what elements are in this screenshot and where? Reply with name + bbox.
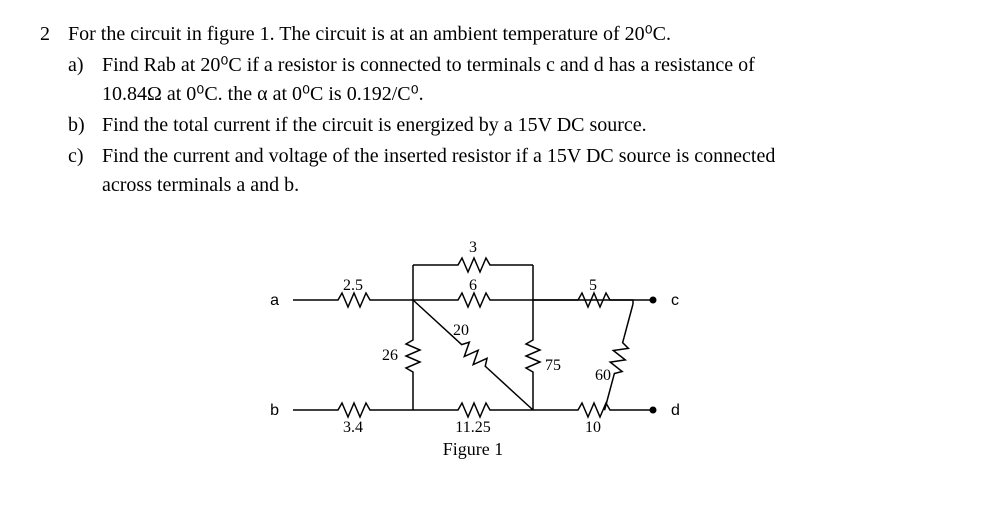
label-r-right-v: 60	[595, 367, 611, 384]
part-c-line2: across terminals a and b.	[102, 174, 299, 196]
label-r-d: 10	[585, 419, 601, 436]
terminal-a-label: a	[270, 292, 279, 309]
label-r-diag2: 75	[545, 357, 561, 374]
resistor-top	[453, 258, 493, 272]
resistor-diag1	[453, 336, 492, 373]
question-block: 2 For the circuit in figure 1. The circu…	[30, 20, 956, 200]
terminal-d-dot	[650, 407, 657, 414]
terminal-c-label: c	[671, 292, 679, 309]
part-b-text: Find the total current if the circuit is…	[102, 111, 956, 140]
label-r-left-v: 26	[382, 347, 398, 364]
resistor-b	[333, 403, 373, 417]
question-body: For the circuit in figure 1. The circuit…	[68, 20, 956, 200]
resistor-left-v	[406, 335, 420, 375]
part-b-label: b)	[68, 111, 92, 140]
figure-caption: Figure 1	[443, 439, 504, 459]
intro-text: For the circuit in figure 1. The circuit…	[68, 20, 956, 49]
label-r-top: 3	[469, 239, 477, 256]
part-a: a) Find Rab at 20⁰C if a resistor is con…	[68, 51, 956, 109]
resistor-d	[573, 403, 613, 417]
resistor-a	[333, 293, 373, 307]
terminal-d-label: d	[671, 402, 680, 419]
part-c-line1: Find the current and voltage of the inse…	[102, 145, 775, 167]
part-c-label: c)	[68, 142, 92, 200]
label-r-c: 5	[589, 277, 597, 294]
terminal-c-dot	[650, 297, 657, 304]
part-c-text: Find the current and voltage of the inse…	[102, 142, 956, 200]
circuit-figure: a b c d 3 2.5 6 5 26 20 75 60 3.4 11.25 …	[233, 220, 753, 490]
label-r-b: 3.4	[343, 419, 363, 436]
part-b: b) Find the total current if the circuit…	[68, 111, 956, 140]
terminal-b-label: b	[270, 402, 279, 419]
resistor-diag2	[526, 335, 540, 375]
part-a-text: Find Rab at 20⁰C if a resistor is connec…	[102, 51, 956, 109]
part-a-label: a)	[68, 51, 92, 109]
part-a-line2: 10.84Ω at 0⁰C. the α at 0⁰C is 0.192/C⁰.	[102, 83, 424, 105]
question-number: 2	[30, 20, 50, 200]
part-a-line1: Find Rab at 20⁰C if a resistor is connec…	[102, 54, 755, 76]
label-r-a: 2.5	[343, 277, 363, 294]
label-r-mid: 6	[469, 277, 477, 294]
label-r-bot-mid: 11.25	[455, 419, 490, 436]
part-c: c) Find the current and voltage of the i…	[68, 142, 956, 200]
label-r-diag1: 20	[453, 322, 469, 339]
resistor-bot-mid	[453, 403, 493, 417]
resistor-mid	[453, 293, 493, 307]
